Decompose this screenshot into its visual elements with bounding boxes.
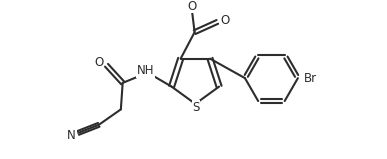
Text: O: O bbox=[94, 56, 104, 69]
Text: Br: Br bbox=[304, 72, 317, 85]
Text: N: N bbox=[67, 129, 76, 142]
Text: O: O bbox=[220, 14, 229, 27]
Text: S: S bbox=[192, 101, 200, 114]
Text: O: O bbox=[188, 0, 197, 13]
Text: NH: NH bbox=[137, 64, 154, 77]
